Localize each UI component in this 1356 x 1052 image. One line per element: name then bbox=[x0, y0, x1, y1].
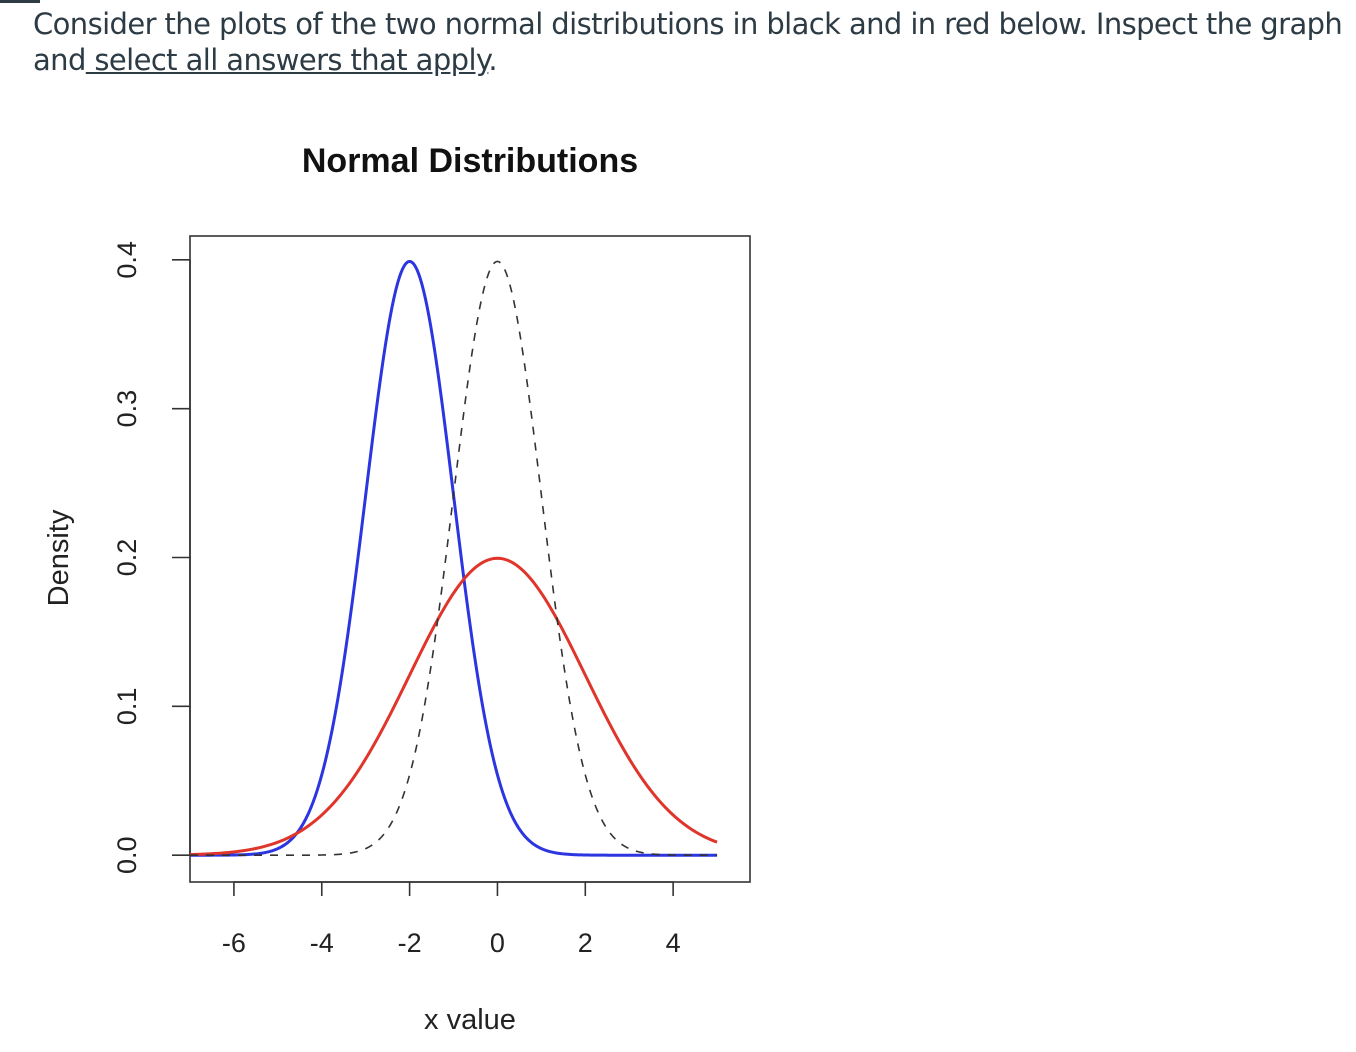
x-tick-label: 2 bbox=[578, 928, 593, 958]
question-line-1: Consider the plots of the two normal dis… bbox=[33, 7, 1343, 41]
top-rule bbox=[0, 0, 40, 3]
chart-title: Normal Distributions bbox=[302, 142, 638, 180]
y-axis: 0.0 0.1 0.2 0.3 0.4 bbox=[112, 241, 191, 874]
series-curve-2 bbox=[190, 260, 718, 857]
question-emphasis: select all answers that apply bbox=[85, 43, 489, 77]
question-and: and bbox=[33, 43, 86, 77]
question-text: Consider the plots of the two normal dis… bbox=[33, 6, 1343, 78]
y-axis-label: Density bbox=[43, 509, 75, 606]
y-tick-label: 0.1 bbox=[112, 688, 142, 726]
series-curve-0 bbox=[189, 259, 718, 857]
x-tick-label: -6 bbox=[222, 928, 246, 958]
y-tick-label: 0.4 bbox=[112, 241, 142, 279]
series-curve-1 bbox=[189, 556, 718, 857]
x-tick-label: 4 bbox=[666, 928, 681, 958]
y-tick-label: 0.2 bbox=[112, 539, 142, 577]
y-tick-label: 0.3 bbox=[112, 390, 142, 428]
x-tick-label: 0 bbox=[490, 928, 505, 958]
x-axis-label: x value bbox=[424, 1004, 516, 1036]
question-period: . bbox=[488, 43, 497, 77]
y-tick-label: 0.0 bbox=[112, 836, 142, 874]
x-tick-label: -4 bbox=[310, 928, 334, 958]
x-axis: -6 -4 -2 0 2 4 bbox=[222, 881, 681, 958]
plot-frame bbox=[189, 235, 751, 883]
x-tick-label: -2 bbox=[398, 928, 422, 958]
question-line-2: and select all answers that apply. bbox=[33, 42, 1343, 78]
series-layer bbox=[189, 259, 718, 857]
